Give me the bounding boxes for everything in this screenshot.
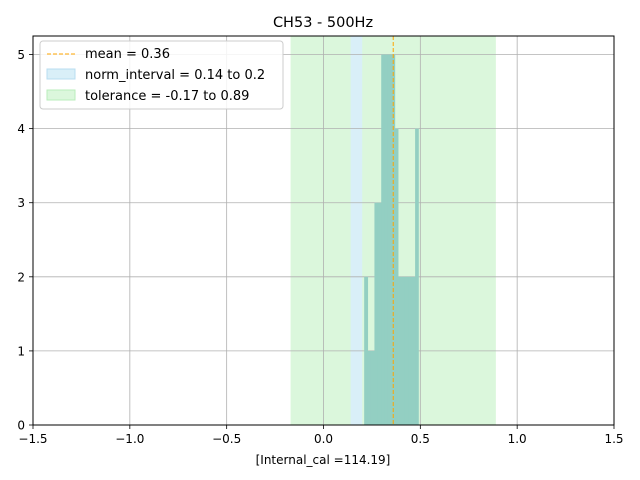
- histogram-bar: [377, 202, 382, 425]
- histogram-bar: [381, 54, 385, 426]
- histogram-bar: [415, 128, 419, 425]
- legend-norm-interval-label: norm_interval = 0.14 to 0.2: [85, 68, 265, 83]
- x-tick-label: −0.5: [212, 432, 241, 446]
- legend-tolerance-swatch: [46, 89, 76, 101]
- x-tick-label: 1.0: [508, 432, 527, 446]
- y-tick-label: 2: [17, 270, 25, 284]
- legend-tolerance-label: tolerance = -0.17 to 0.89: [85, 89, 249, 104]
- x-axis-label: [Internal_cal =114.19]: [256, 453, 391, 467]
- legend-mean-label: mean = 0.36: [85, 47, 170, 62]
- histogram-bar: [408, 276, 413, 425]
- x-tick-label: −1.5: [18, 432, 47, 446]
- norm-interval-span: [350, 36, 363, 425]
- histogram-bar: [404, 276, 409, 425]
- y-tick-label: 0: [17, 419, 25, 433]
- x-tick-label: −1.0: [115, 432, 144, 446]
- histogram-bar: [398, 276, 402, 425]
- histogram-bar: [367, 350, 372, 425]
- legend: mean = 0.36 norm_interval = 0.14 to 0.2 …: [39, 40, 284, 110]
- chart-title: CH53 - 500Hz: [273, 15, 373, 31]
- x-tick-label: 1.5: [604, 432, 623, 446]
- histogram-bar: [401, 276, 406, 425]
- y-tick-label: 3: [17, 196, 25, 210]
- histogram-bar: [364, 276, 369, 425]
- x-tick-label: 0.0: [314, 432, 333, 446]
- histogram-bar: [394, 128, 399, 425]
- histogram-bar: [391, 54, 396, 426]
- legend-box: [39, 40, 284, 110]
- histogram-bar: [387, 54, 392, 426]
- y-tick-label: 1: [17, 344, 25, 358]
- y-tick-label: 5: [17, 48, 25, 62]
- legend-norm-interval-swatch: [46, 68, 76, 80]
- histogram-bar: [384, 54, 389, 426]
- histogram-bar: [374, 202, 379, 425]
- y-tick-label: 4: [17, 122, 25, 136]
- histogram-bar: [411, 276, 416, 425]
- histogram-bar: [370, 350, 375, 425]
- x-tick-label: 0.5: [411, 432, 430, 446]
